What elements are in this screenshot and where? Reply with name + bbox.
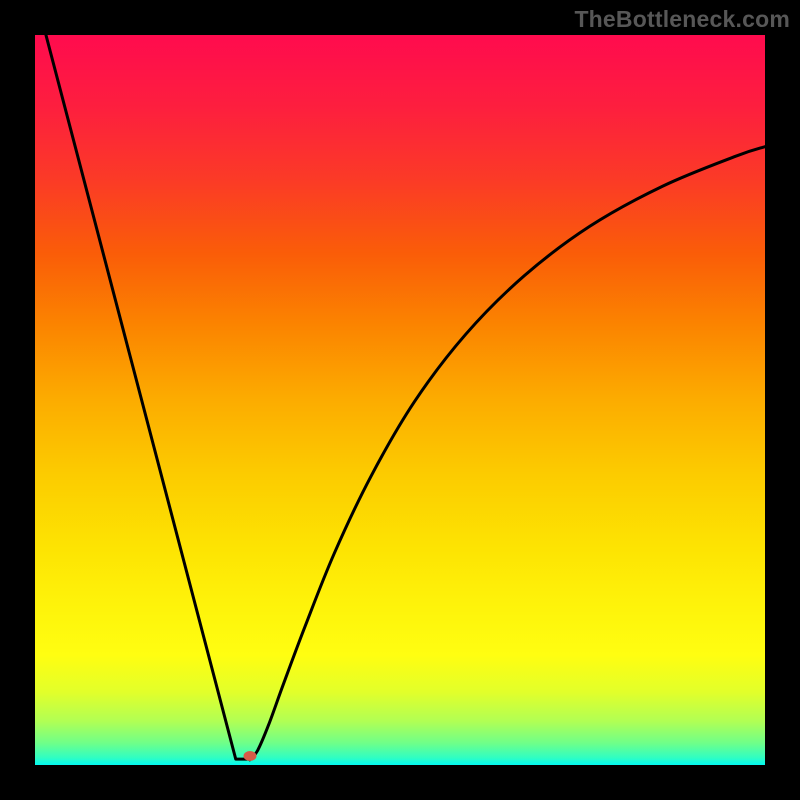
chart-container: TheBottleneck.com [0,0,800,800]
watermark-text: TheBottleneck.com [574,6,790,33]
plot-area [35,35,765,765]
chart-background [35,35,765,765]
optimum-marker [244,751,257,761]
